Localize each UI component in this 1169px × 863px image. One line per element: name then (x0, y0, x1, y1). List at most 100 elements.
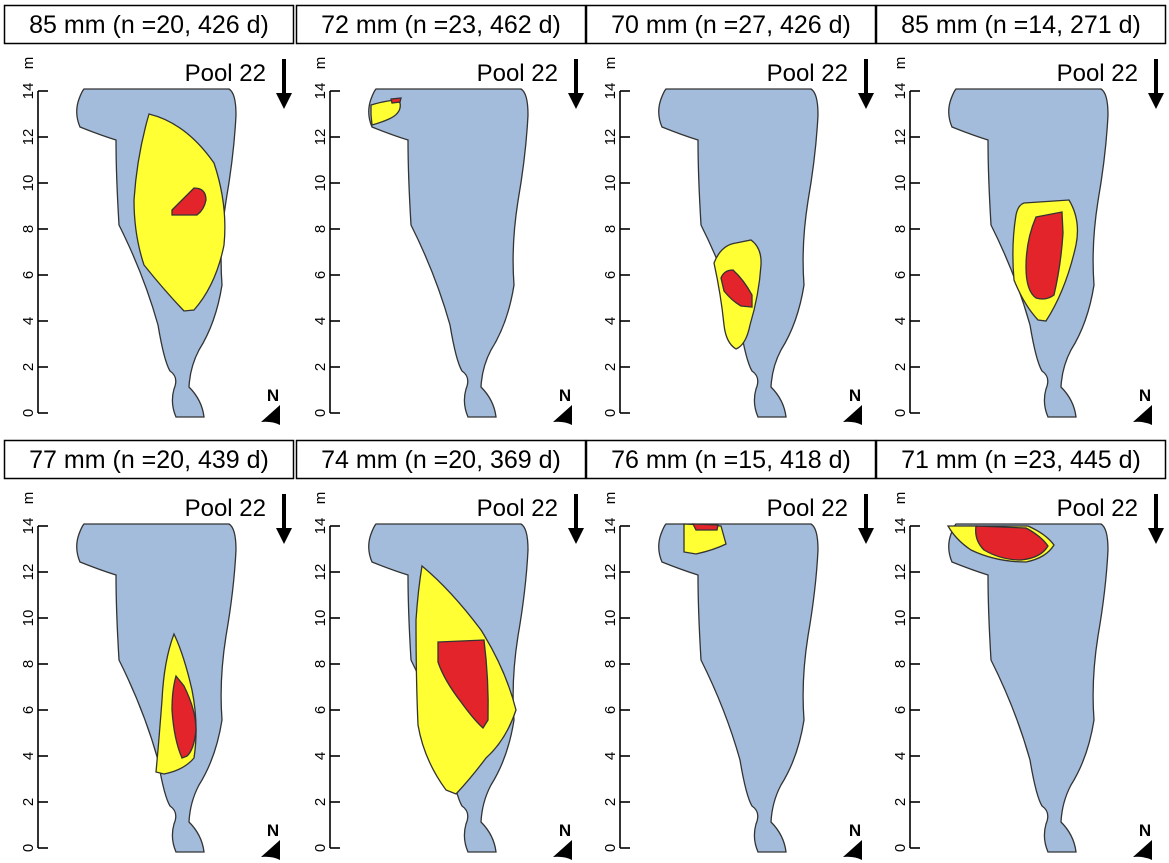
y-axis-unit: m (602, 57, 619, 70)
y-tick-label: 6 (892, 706, 909, 714)
core-zone (1025, 211, 1064, 300)
y-axis-unit: m (892, 492, 909, 505)
pool-label: Pool 22 (185, 60, 266, 87)
y-axis-unit: m (892, 57, 909, 70)
core-zone (171, 187, 207, 216)
north-arrow-icon: N (843, 821, 862, 860)
panel-7: 76 mm (n =15, 418 d) 0 2 4 6 8 10 12 14 m Pool 22 N (585, 439, 877, 860)
panel-caption: 85 mm (n =20, 426 d) (29, 11, 269, 39)
y-tick-label: 0 (892, 409, 909, 417)
y-tick-label: 14 (312, 83, 329, 100)
y-tick-label: 10 (20, 175, 37, 192)
pool-label: Pool 22 (767, 495, 848, 522)
north-arrow-icon: N (261, 386, 280, 425)
panel-6: 74 mm (n =20, 369 d) 0 2 4 6 8 10 12 14 m Pool 22 N (295, 439, 587, 860)
outer-zone (370, 99, 401, 126)
caption-box (585, 439, 877, 480)
caption-box (875, 439, 1167, 480)
y-tick-label: 14 (892, 518, 909, 535)
y-tick-label: 10 (20, 610, 37, 627)
panel-caption: 71 mm (n =23, 445 d) (901, 446, 1141, 474)
caption-box (295, 439, 587, 480)
north-label: N (1139, 821, 1151, 840)
y-tick-label: 8 (312, 660, 329, 668)
y-tick-label: 12 (312, 564, 329, 581)
y-tick-label: 10 (892, 610, 909, 627)
north-arrow-icon: N (1133, 821, 1152, 860)
core-zone (171, 674, 197, 759)
flow-direction-arrow-icon (1148, 59, 1164, 109)
y-tick-label: 4 (602, 317, 619, 325)
y-tick-label: 10 (312, 175, 329, 192)
y-tick-label: 12 (20, 129, 37, 146)
y-tick-label: 8 (20, 225, 37, 233)
y-tick-label: 2 (892, 798, 909, 806)
pool-outline (658, 523, 819, 853)
y-tick-label: 14 (20, 83, 37, 100)
pool-label: Pool 22 (477, 60, 558, 87)
y-tick-label: 2 (20, 363, 37, 371)
flow-direction-arrow-icon (568, 494, 584, 544)
pool-outline (368, 88, 529, 418)
y-tick-label: 8 (602, 660, 619, 668)
flow-direction-arrow-icon (276, 59, 292, 109)
y-tick-label: 0 (20, 844, 37, 852)
y-tick-label: 6 (312, 706, 329, 714)
flow-direction-arrow-icon (858, 494, 874, 544)
north-label: N (559, 821, 571, 840)
core-zone (720, 269, 753, 308)
north-label: N (1139, 386, 1151, 405)
y-tick-label: 0 (602, 844, 619, 852)
y-tick-label: 6 (20, 706, 37, 714)
y-tick-label: 4 (312, 317, 329, 325)
y-tick-label: 2 (20, 798, 37, 806)
panel-caption: 77 mm (n =20, 439 d) (29, 446, 269, 474)
y-tick-label: 8 (20, 660, 37, 668)
panel-caption: 72 mm (n =23, 462 d) (321, 11, 561, 39)
y-tick-label: 12 (892, 564, 909, 581)
y-tick-label: 0 (20, 409, 37, 417)
north-arrow-icon: N (553, 821, 572, 860)
y-tick-label: 6 (892, 271, 909, 279)
y-tick-label: 0 (312, 844, 329, 852)
y-tick-label: 10 (892, 175, 909, 192)
north-arrow-icon: N (261, 821, 280, 860)
y-tick-label: 0 (602, 409, 619, 417)
north-label: N (849, 386, 861, 405)
north-label: N (559, 386, 571, 405)
y-tick-label: 10 (602, 175, 619, 192)
core-zone (691, 523, 719, 531)
panel-5: 77 mm (n =20, 439 d) 0 2 4 6 8 10 12 14 m Pool 22 N (3, 439, 295, 860)
flow-direction-arrow-icon (858, 59, 874, 109)
flow-direction-arrow-icon (1148, 494, 1164, 544)
pool-label: Pool 22 (1057, 60, 1138, 87)
north-arrow-icon: N (553, 386, 572, 425)
flow-direction-arrow-icon (568, 59, 584, 109)
y-tick-label: 2 (602, 798, 619, 806)
y-tick-label: 2 (892, 363, 909, 371)
y-tick-label: 0 (892, 844, 909, 852)
y-tick-label: 4 (312, 752, 329, 760)
y-tick-label: 14 (312, 518, 329, 535)
y-tick-label: 8 (892, 660, 909, 668)
panel-1: 85 mm (n =20, 426 d) 0 2 4 6 8 10 12 14 m Pool 22 N (3, 4, 295, 425)
y-tick-label: 4 (892, 752, 909, 760)
y-axis-unit: m (20, 57, 37, 70)
caption-box (875, 4, 1167, 45)
y-tick-label: 8 (602, 225, 619, 233)
panel-4: 85 mm (n =14, 271 d) 0 2 4 6 8 10 12 14 m Pool 22 N (875, 4, 1167, 425)
north-arrow-icon: N (1133, 386, 1152, 425)
y-tick-label: 8 (892, 225, 909, 233)
y-tick-label: 12 (892, 129, 909, 146)
y-tick-label: 6 (602, 706, 619, 714)
y-tick-label: 6 (312, 271, 329, 279)
y-tick-label: 4 (602, 752, 619, 760)
y-tick-label: 4 (20, 752, 37, 760)
y-tick-label: 10 (602, 610, 619, 627)
y-tick-label: 0 (312, 409, 329, 417)
caption-box (3, 439, 295, 480)
y-axis-unit: m (312, 492, 329, 505)
panel-caption: 76 mm (n =15, 418 d) (611, 446, 851, 474)
pool-outline (948, 523, 1109, 853)
caption-box (295, 4, 587, 45)
